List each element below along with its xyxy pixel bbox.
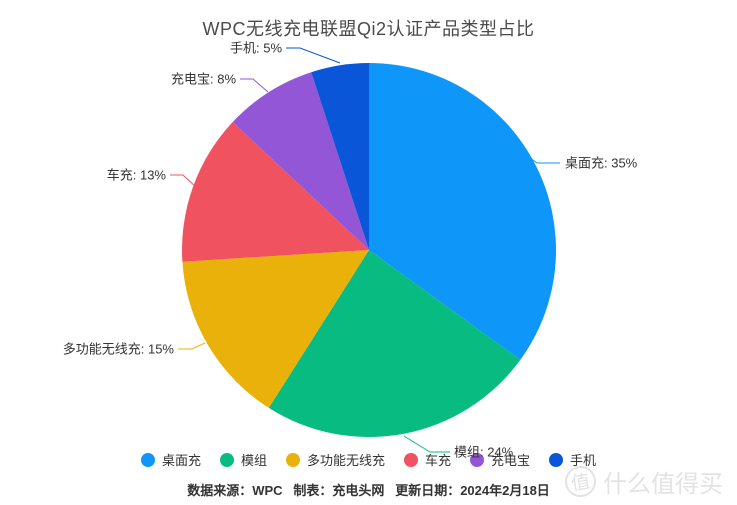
pie-slice-3[interactable] — [182, 122, 369, 262]
legend-item-5[interactable]: 手机 — [549, 450, 596, 469]
legend-dot-0 — [140, 452, 155, 467]
pie-slice-4[interactable] — [232, 72, 369, 250]
pie-slice-5[interactable] — [311, 63, 369, 250]
slice-label-4: 充电宝: 8% — [171, 72, 236, 87]
pie-slice-2[interactable] — [182, 250, 369, 408]
legend-label-1: 模组 — [240, 453, 267, 468]
legend-dot-1 — [219, 452, 234, 467]
legend-item-0[interactable]: 桌面充 — [140, 450, 201, 469]
legend-item-4[interactable]: 充电宝 — [470, 450, 530, 469]
slice-label-0: 桌面充: 35% — [565, 156, 638, 171]
legend-item-1[interactable]: 模组 — [219, 450, 267, 469]
legend-dot-5 — [549, 452, 564, 467]
label-leader-line-2 — [178, 342, 206, 350]
legend-label-3: 车充 — [425, 453, 452, 468]
legend-label-0: 桌面充 — [161, 453, 201, 468]
pie-slice-0[interactable] — [369, 63, 557, 360]
pie-slice-1[interactable] — [268, 250, 521, 438]
footer-note: 数据来源：WPC 制表：充电头网 更新日期：2024年2月18日 — [187, 483, 550, 498]
legend-dot-3 — [404, 452, 418, 467]
watermark: 值 什么值得买 — [562, 463, 723, 500]
legend-label-4: 充电宝 — [491, 453, 531, 468]
label-leader-line-4 — [240, 78, 269, 93]
label-leader-line-5 — [286, 47, 341, 64]
slice-label-3: 车充: 13% — [107, 168, 167, 183]
chart-title: WPC无线充电联盟Qi2认证产品类型占比 — [202, 19, 535, 39]
legend-label-5: 手机 — [570, 453, 597, 468]
legend-item-2[interactable]: 多功能无线充 — [285, 450, 385, 469]
legend-dot-4 — [470, 452, 485, 467]
legend: 桌面充 模组 多功能无线充 车充 充电宝 手机 — [0, 450, 737, 469]
legend-item-3[interactable]: 车充 — [404, 450, 451, 469]
legend-label-2: 多功能无线充 — [306, 453, 385, 468]
slice-label-5: 手机: 5% — [230, 41, 282, 56]
legend-dot-2 — [285, 452, 300, 467]
watermark-text: 什么值得买 — [603, 471, 723, 498]
slice-label-2: 多功能无线充: 15% — [63, 342, 175, 357]
label-leader-line-3 — [170, 174, 198, 189]
